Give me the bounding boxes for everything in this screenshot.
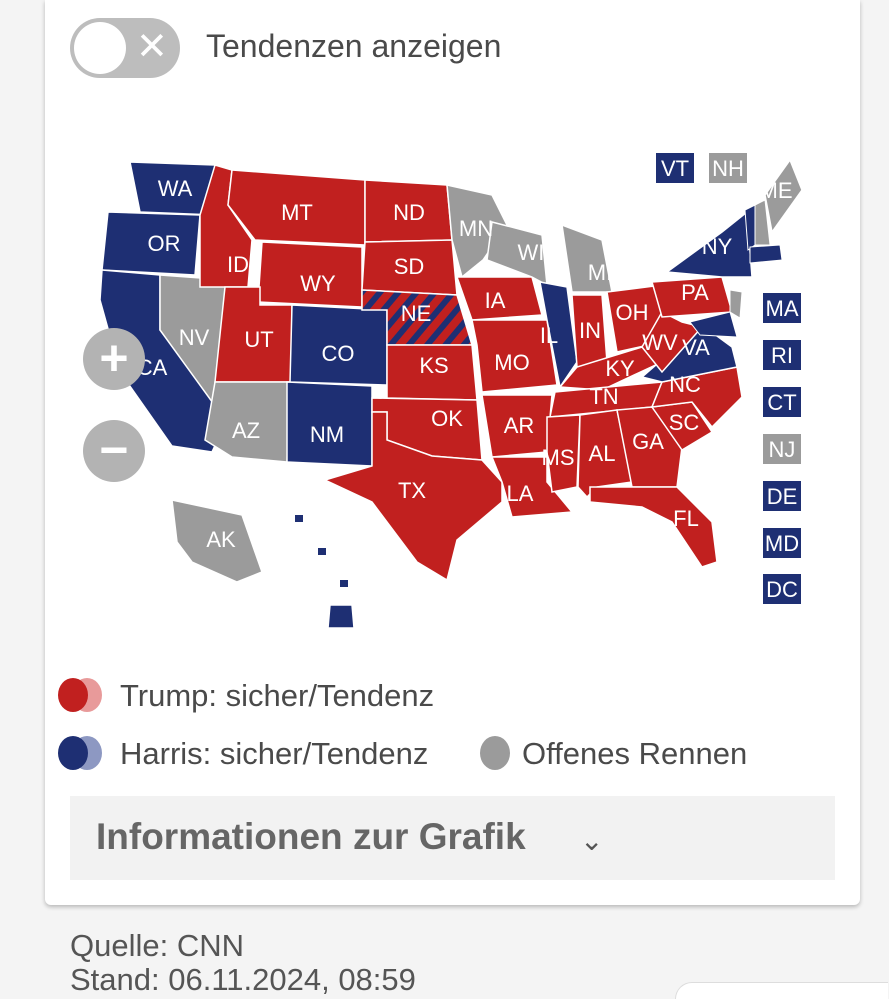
floating-button[interactable]	[675, 982, 888, 999]
state-label-wy: WY	[300, 271, 336, 296]
state-label-nm: NM	[310, 422, 344, 447]
zoom-out-button[interactable]: −	[83, 420, 145, 482]
state-label-la: LA	[507, 481, 534, 506]
state-label-az: AZ	[232, 418, 260, 443]
state-label-ky: KY	[605, 356, 635, 381]
trump-dot	[58, 678, 88, 712]
small-state-label-vt: VT	[661, 156, 689, 181]
small-state-label-nj: NJ	[769, 437, 796, 462]
info-title: Informationen zur Grafik	[96, 816, 526, 857]
state-hi[interactable]	[327, 604, 355, 629]
state-label-mo: MO	[494, 350, 529, 375]
state-label-tx: TX	[398, 478, 426, 503]
state-label-wi: WI	[518, 240, 545, 265]
state-label-al: AL	[589, 441, 616, 466]
small-state-box-vt[interactable]	[656, 153, 694, 183]
state-ms[interactable]	[546, 414, 581, 493]
state-label-ut: UT	[244, 327, 273, 352]
state-label-ms: MS	[542, 445, 575, 470]
state-label-wv: WV	[642, 330, 678, 355]
state-label-me: ME	[760, 178, 793, 203]
source-text: Quelle: CNN	[70, 928, 244, 963]
small-state-box-nh[interactable]	[709, 153, 747, 183]
state-label-ia: IA	[485, 288, 506, 313]
state-nh[interactable]	[754, 199, 771, 246]
hawaii-island	[295, 515, 303, 522]
date-text: Stand: 06.11.2024, 08:59	[70, 962, 416, 997]
state-label-va: VA	[682, 335, 710, 360]
small-state-box-dc[interactable]	[763, 574, 801, 604]
state-label-ks: KS	[419, 353, 448, 378]
small-state-box-md[interactable]	[763, 528, 801, 558]
small-state-label-ri: RI	[771, 343, 793, 368]
legend-open: Offenes Rennen	[522, 736, 748, 771]
small-state-box-nj[interactable]	[763, 434, 801, 464]
small-state-box-ma[interactable]	[763, 293, 801, 323]
state-label-ak: AK	[206, 527, 236, 552]
state-label-ga: GA	[632, 429, 664, 454]
state-ia[interactable]	[455, 276, 543, 321]
state-label-ok: OK	[431, 406, 463, 431]
state-label-il: IL	[540, 323, 558, 348]
state-tx[interactable]	[322, 411, 503, 582]
state-ak[interactable]	[171, 499, 263, 583]
state-nj[interactable]	[729, 289, 743, 319]
small-state-label-ct: CT	[767, 390, 796, 415]
state-label-or: OR	[148, 231, 181, 256]
state-label-sd: SD	[394, 254, 425, 279]
state-label-mi: MI	[588, 260, 612, 285]
state-label-tn: TN	[589, 384, 618, 409]
state-az[interactable]	[204, 381, 291, 463]
state-label-in: IN	[579, 318, 601, 343]
state-label-mn: MN	[459, 216, 493, 241]
state-label-sc: SC	[669, 410, 700, 435]
hawaii-island	[340, 580, 348, 587]
small-state-label-ma: MA	[766, 296, 799, 321]
tendency-toggle[interactable]: ✕	[70, 18, 180, 78]
info-accordion[interactable]: Informationen zur Grafik ⌄	[70, 796, 835, 880]
legend-trump: Trump: sicher/Tendenz	[120, 678, 435, 713]
state-label-ny: NY	[702, 234, 733, 259]
state-label-nv: NV	[179, 325, 210, 350]
small-state-box-ri[interactable]	[763, 340, 801, 370]
close-icon: ✕	[136, 26, 168, 68]
hawaii-island	[318, 548, 326, 555]
small-state-label-md: MD	[765, 531, 799, 556]
state-il[interactable]	[539, 281, 578, 389]
state-ma[interactable]	[749, 244, 783, 264]
state-label-oh: OH	[616, 300, 649, 325]
state-me[interactable]	[764, 158, 803, 234]
open-dot	[480, 736, 510, 770]
state-mo[interactable]	[471, 319, 558, 393]
small-state-label-nh: NH	[712, 156, 744, 181]
state-mt[interactable]	[227, 169, 366, 246]
state-label-nc: NC	[669, 372, 701, 397]
state-wi[interactable]	[486, 221, 548, 287]
state-label-nd: ND	[393, 200, 425, 225]
state-label-ne: NE	[401, 301, 432, 326]
small-state-label-de: DE	[767, 484, 798, 509]
harris-dot	[58, 736, 88, 770]
state-label-fl: FL	[673, 506, 699, 531]
toggle-knob[interactable]	[74, 22, 126, 74]
state-label-id: ID	[227, 252, 249, 277]
state-label-pa: PA	[681, 280, 709, 305]
small-state-box-ct[interactable]	[763, 387, 801, 417]
toggle-label: Tendenzen anzeigen	[206, 28, 502, 64]
legend-harris: Harris: sicher/Tendenz	[120, 736, 429, 771]
state-md[interactable]	[689, 311, 738, 338]
zoom-in-button[interactable]: +	[83, 328, 145, 390]
state-mn[interactable]	[446, 184, 508, 279]
small-state-box-de[interactable]	[763, 481, 801, 511]
state-label-ar: AR	[504, 413, 535, 438]
chevron-down-icon: ⌄	[580, 825, 604, 856]
state-label-co: CO	[322, 341, 355, 366]
small-state-label-dc: DC	[766, 577, 798, 602]
state-label-wa: WA	[158, 176, 193, 201]
state-fl[interactable]	[589, 486, 718, 568]
state-or[interactable]	[101, 211, 201, 276]
state-label-mt: MT	[281, 200, 313, 225]
